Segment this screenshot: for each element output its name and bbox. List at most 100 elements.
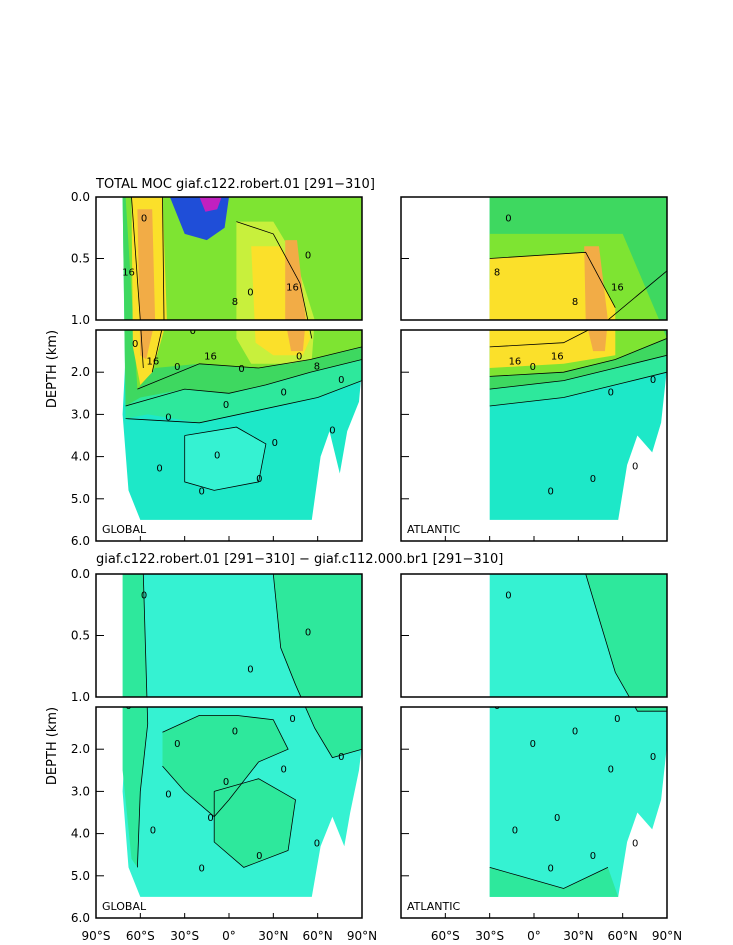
diff-north-strip	[585, 574, 667, 712]
contour-label: 0	[280, 387, 286, 398]
contour-label: 16	[509, 357, 522, 368]
diff-deep-cell	[214, 778, 296, 868]
y-tick-label: 0.5	[71, 252, 90, 266]
contour-label: 0	[305, 628, 311, 639]
diff-south-strip	[122, 574, 148, 868]
contour-label: 0	[614, 714, 620, 725]
contour-label: 0	[256, 851, 262, 862]
contour-label: 0	[650, 752, 656, 763]
x-tick-label-left: 30°N	[258, 929, 288, 943]
contour-label: 0	[190, 326, 196, 337]
contour-line-1	[489, 867, 609, 889]
contour-label: 0	[548, 864, 554, 875]
contour-label: 0	[141, 214, 147, 225]
contour-label: 0	[530, 739, 536, 750]
x-tick-label-left: 60°N	[303, 929, 333, 943]
contour-label: 0	[530, 362, 536, 373]
y-tick-label: 0.5	[71, 629, 90, 643]
contour-label: 0	[198, 487, 204, 498]
contour-line-1	[137, 346, 362, 390]
contour-label: 0	[256, 474, 262, 485]
abyssal-cell	[184, 427, 266, 491]
y-tick-label: 2.0	[71, 742, 90, 756]
x-tick-label-right: 30°S	[475, 929, 504, 943]
contour-label: 0	[223, 777, 229, 788]
contour-label: 0	[505, 591, 511, 602]
contour-line-4	[489, 371, 667, 407]
y-tick-label: 3.0	[71, 784, 90, 798]
contour-label: 8	[232, 297, 238, 308]
contour-label: 16	[147, 357, 160, 368]
contour-label: 0	[314, 838, 320, 849]
diff-bottom-strip	[489, 867, 619, 897]
contour-label: 0	[156, 463, 162, 474]
panel-label: GLOBAL	[102, 523, 147, 536]
panel-fills-3	[445, 574, 667, 897]
contour-label: 0	[554, 813, 560, 824]
contour-label: 0	[174, 739, 180, 750]
contour-label: 0	[632, 838, 638, 849]
x-tick-label-left: 30°S	[170, 929, 199, 943]
contour-label: 16	[551, 352, 564, 363]
contour-line-0	[585, 574, 667, 712]
y-tick-label: 4.0	[71, 827, 90, 841]
contour-label: 0	[165, 413, 171, 424]
x-tick-label-right: 0°	[527, 929, 541, 943]
contour-label: 0	[280, 764, 286, 775]
contour-label: 0	[289, 714, 295, 725]
contour-label: 0	[608, 764, 614, 775]
x-tick-label-right: 60°N	[608, 929, 638, 943]
contour-line-5	[236, 221, 313, 339]
panel-fills-2	[122, 574, 362, 897]
contour-label: 0	[590, 851, 596, 862]
contour-label: 0	[165, 790, 171, 801]
y-tick-label: 0.0	[71, 567, 90, 581]
panel-label: ATLANTIC	[407, 523, 460, 536]
contour-label: 0	[150, 826, 156, 837]
contour-label: 0	[505, 214, 511, 225]
contour-label: 0	[512, 826, 518, 837]
contour-label: 0	[338, 375, 344, 386]
contour-line-2	[162, 715, 289, 818]
contour-line-3	[213, 778, 296, 868]
top-figure-title: TOTAL MOC giaf.c122.robert.01 [291−310]	[95, 177, 375, 192]
contour-label: 0	[132, 339, 138, 350]
contour-label: 0	[198, 864, 204, 875]
y-tick-label: 1.0	[71, 313, 90, 327]
contour-label: 0	[223, 400, 229, 411]
contour-label: 0	[338, 752, 344, 763]
x-tick-label-left: 90°S	[82, 929, 111, 943]
contour-line-0	[125, 359, 362, 407]
diff-north-strip	[273, 574, 362, 758]
contour-label: 0	[329, 425, 335, 436]
y-tick-label: 6.0	[71, 911, 90, 925]
contour-line-2	[489, 270, 667, 348]
contour-label: 0	[272, 438, 278, 449]
contour-line-0	[137, 574, 149, 868]
x-tick-label-left: 0°	[222, 929, 236, 943]
y-tick-label: 5.0	[71, 492, 90, 506]
y-tick-label: 6.0	[71, 534, 90, 548]
contour-label: 8	[572, 297, 578, 308]
contour-line-3	[489, 251, 616, 308]
contour-label: 0	[548, 487, 554, 498]
contour-label: 0	[296, 352, 302, 363]
contour-label: 0	[247, 287, 253, 298]
contour-label: 16	[286, 282, 299, 293]
contour-label: 8	[314, 362, 320, 373]
contour-label: 16	[611, 282, 624, 293]
contour-label: 0	[247, 664, 253, 675]
contour-line-1	[489, 338, 667, 377]
contour-label: 0	[214, 451, 220, 462]
diff-mid-cell	[162, 715, 289, 817]
contour-label: 0	[590, 474, 596, 485]
panel-label: ATLANTIC	[407, 900, 460, 913]
contour-label: 0	[232, 726, 238, 737]
contour-label: 0	[572, 726, 578, 737]
panel-contours-1: 8 16 16 16 8 0 0 0 0 0 0 0	[489, 214, 667, 498]
contour-label: 0	[141, 591, 147, 602]
x-tick-label-left: 90°N	[347, 929, 377, 943]
y-tick-label: 3.0	[71, 407, 90, 421]
